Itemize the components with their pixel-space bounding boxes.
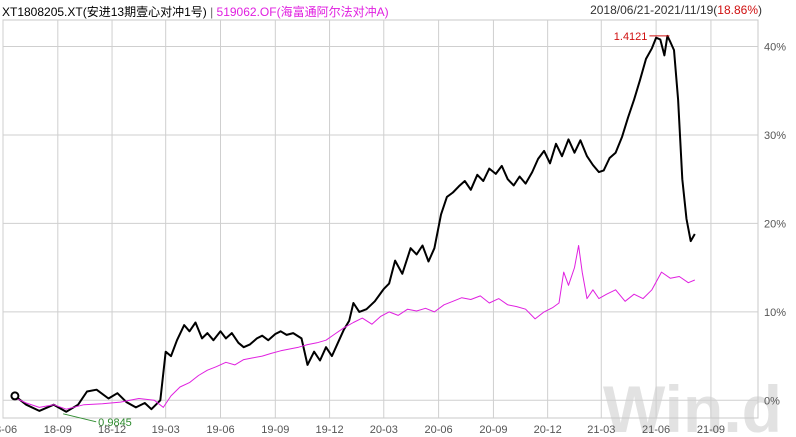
y-tick-label: 10% [764,307,786,319]
x-tick-label: 20-12 [534,424,562,436]
series-lines [14,34,696,413]
y-tick-label: 40% [764,42,786,54]
start-point-marker [10,391,20,401]
x-tick-label: 21-06 [642,424,670,436]
x-tick-label: 19-06 [206,424,234,436]
x-tick-label: 19-12 [315,424,343,436]
x-tick-label: 21-09 [697,424,725,436]
x-tick-label: 20-06 [425,424,453,436]
x-tick-label: 18-12 [98,424,126,436]
min-value-label: 0.9845 [98,417,132,429]
wind-watermark: Win.d [603,372,782,437]
range-close-paren: ) [758,3,762,17]
y-tick-label: 20% [764,218,786,230]
y-axis: 0% 10% 20% 30% 40% [764,42,786,408]
x-tick-label: 21-03 [587,424,615,436]
x-tick-label: 20-09 [479,424,507,436]
min-marker-line [63,413,97,423]
range-return-pct: 18.86% [717,3,758,17]
series-legend: XT1808205.XT(安进13期壹心对冲1号) | 519062.OF(海富… [2,3,389,20]
series-line-1 [14,34,696,413]
legend-separator: | [206,5,217,19]
range-open-paren: ( [713,3,718,17]
series-line-2 [14,245,695,410]
x-tick-label: 19-09 [261,424,289,436]
plot-frame [2,19,759,419]
date-range-text: 2018/06/21-2021/11/19 [590,3,714,17]
max-value-label: 1.4121 [614,31,648,43]
y-tick-label: 0% [764,395,780,407]
extreme-markers: 1.4121 0.9845 [10,31,670,429]
x-tick-label: 20-03 [370,424,398,436]
grid-lines [2,19,759,419]
x-axis: 18-06 18-09 18-12 19-03 19-06 19-09 19-12 20-03… [0,424,725,436]
x-tick-label: 18-09 [44,424,72,436]
legend-series-2[interactable]: 519062.OF(海富通阿尔法对冲A) [216,5,389,19]
x-tick-label: 19-03 [152,424,180,436]
legend-series-1[interactable]: XT1808205.XT(安进13期壹心对冲1号) [2,5,207,19]
y-tick-label: 30% [764,130,786,142]
x-tick-label: 18-06 [0,424,17,436]
date-range-summary: 2018/06/21-2021/11/19(18.86%) [590,3,762,17]
